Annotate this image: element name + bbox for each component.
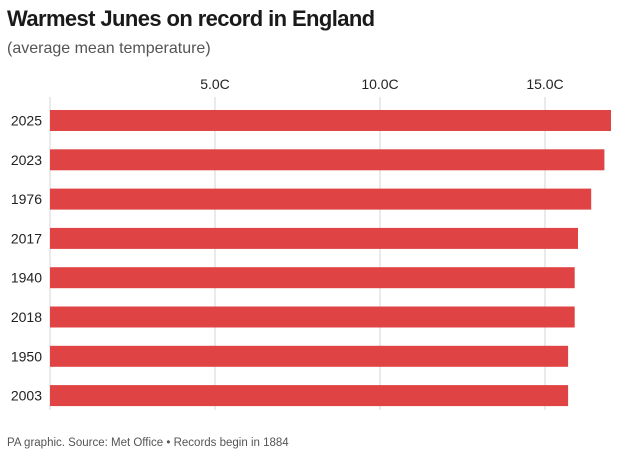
bar-1940 (50, 267, 575, 289)
bar-2017 (50, 227, 578, 249)
category-label-2018: 2018 (11, 309, 42, 325)
category-label-1950: 1950 (11, 348, 42, 364)
bar-2023 (50, 149, 605, 171)
bar-1976 (50, 188, 592, 210)
bar-2025 (50, 110, 611, 131)
bar-1950 (50, 345, 569, 367)
category-label-2003: 2003 (11, 388, 42, 404)
chart-title: Warmest Junes on record in England (7, 6, 375, 31)
category-label-1976: 1976 (11, 191, 42, 207)
x-tick-label: 10.0C (361, 76, 398, 92)
category-label-2025: 2025 (11, 113, 42, 129)
bar-2003 (50, 385, 569, 407)
bar-2018 (50, 306, 575, 328)
category-label-2023: 2023 (11, 152, 42, 168)
x-tick-label: 15.0C (526, 76, 563, 92)
source-footnote: PA graphic. Source: Met Office • Records… (7, 437, 289, 449)
category-label-1940: 1940 (11, 270, 42, 286)
x-tick-label: 5.0C (200, 76, 230, 92)
category-label-2017: 2017 (11, 230, 42, 246)
chart-subtitle: (average mean temperature) (7, 40, 211, 57)
